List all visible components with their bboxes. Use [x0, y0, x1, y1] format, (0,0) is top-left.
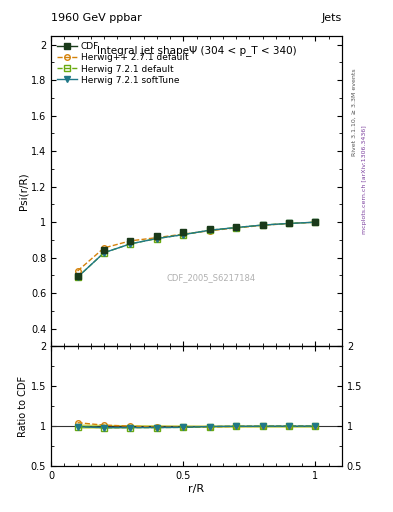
Text: mcplots.cern.ch [arXiv:1306.3436]: mcplots.cern.ch [arXiv:1306.3436] — [362, 125, 367, 233]
X-axis label: r/R: r/R — [188, 483, 205, 494]
Y-axis label: Psi(r/R): Psi(r/R) — [18, 173, 28, 210]
Text: 1960 GeV ppbar: 1960 GeV ppbar — [51, 13, 142, 23]
Text: CDF_2005_S6217184: CDF_2005_S6217184 — [167, 273, 255, 283]
Text: Integral jet shapeΨ (304 < p_T < 340): Integral jet shapeΨ (304 < p_T < 340) — [97, 45, 296, 56]
Text: Rivet 3.1.10, ≥ 3.3M events: Rivet 3.1.10, ≥ 3.3M events — [352, 69, 357, 157]
Legend: CDF, Herwig++ 2.7.1 default, Herwig 7.2.1 default, Herwig 7.2.1 softTune: CDF, Herwig++ 2.7.1 default, Herwig 7.2.… — [55, 40, 190, 87]
Y-axis label: Ratio to CDF: Ratio to CDF — [18, 376, 28, 437]
Text: Jets: Jets — [321, 13, 342, 23]
